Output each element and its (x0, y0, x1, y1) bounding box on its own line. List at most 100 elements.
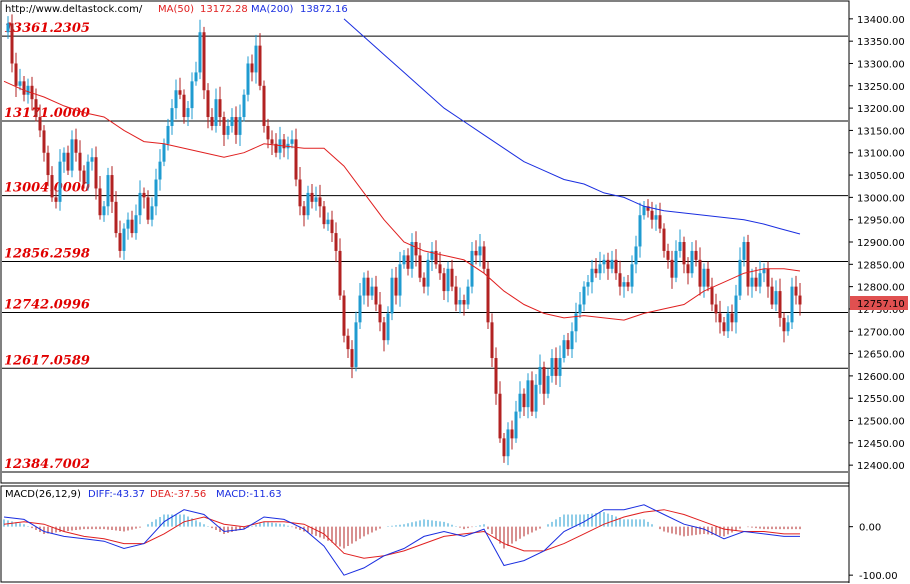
candle-body (194, 72, 198, 82)
candle-body (150, 206, 154, 220)
candle-body (726, 313, 730, 332)
level-label-1: 13171.0000 (4, 106, 90, 121)
level-label-5: 12617.0589 (4, 353, 90, 368)
candle-body (434, 250, 438, 265)
macd-diff-value: DIFF:-43.37 (88, 489, 145, 500)
candle-body (162, 143, 166, 162)
macd-macd-value: MACD:-11.63 (216, 489, 282, 500)
y-tick-label: 12700.00 (857, 327, 905, 338)
support-resistance-levels: 13361.2305 13171.0000 13004.0000 12856.2598… (2, 21, 848, 473)
main-plot-frame (0, 0, 850, 484)
candle-body (554, 358, 558, 376)
candle-body (546, 375, 550, 394)
candle-body (322, 206, 326, 225)
candle-body (774, 291, 778, 305)
y-tick-label: 12400.00 (857, 461, 905, 472)
ma50-line (3, 80, 801, 321)
candle-body (586, 282, 590, 287)
candle-body (790, 286, 794, 323)
candle-body (438, 264, 442, 274)
candle-body (218, 99, 222, 118)
candle-body (358, 295, 362, 323)
level-label-2: 13004.0000 (4, 181, 90, 196)
candle-body (66, 152, 70, 171)
candle-body (738, 259, 742, 296)
candle-body (478, 246, 482, 256)
candle-body (782, 317, 786, 332)
macd-dea-value: DEA:-37.56 (150, 489, 206, 500)
macd-y-tick-label: 0.00 (859, 523, 881, 534)
candle-body (138, 192, 142, 216)
candle-body (402, 255, 406, 265)
candle-body (594, 268, 598, 274)
candle-body (118, 233, 122, 251)
candle-body (58, 161, 62, 202)
candle-body (430, 250, 434, 260)
candle-body (210, 117, 214, 126)
macd-plot-frame (0, 485, 850, 583)
candle-body (650, 210, 654, 220)
candle-body (362, 277, 366, 296)
candle-body (622, 282, 626, 287)
macd-axis-ticks: 0.00 -100.00 (849, 523, 898, 582)
candle-body (154, 179, 158, 207)
candle-body (510, 429, 514, 439)
candle-body (222, 117, 226, 135)
level-label-6: 12384.7002 (4, 457, 90, 472)
candle-body (574, 313, 578, 332)
candle-body (634, 246, 638, 265)
candle-body (638, 215, 642, 247)
candle-body (746, 242, 750, 287)
candle-body (606, 259, 610, 269)
candle-body (86, 161, 90, 184)
candle-body (330, 219, 334, 234)
candle-body (198, 32, 202, 73)
candle-body (502, 438, 506, 457)
candle-body (526, 380, 530, 408)
candle-body (710, 286, 714, 305)
candle-body (370, 286, 374, 296)
candle-body (558, 358, 562, 376)
candle-body (530, 380, 534, 412)
candle-body (34, 99, 38, 118)
y-tick-label: 13400.00 (857, 15, 905, 26)
candle-body (518, 393, 522, 412)
candle-body (90, 157, 94, 162)
y-tick-label: 12800.00 (857, 283, 905, 294)
candle-body (382, 322, 386, 341)
candle-body (550, 358, 554, 376)
candle-body (462, 300, 466, 305)
y-tick-label: 12500.00 (857, 417, 905, 428)
y-tick-label: 13200.00 (857, 104, 905, 115)
y-tick-label: 12850.00 (857, 260, 905, 271)
candle-body (674, 250, 678, 278)
candle-body (794, 286, 798, 296)
candle-body (690, 250, 694, 274)
candle-body (106, 175, 110, 207)
candle-body (422, 277, 426, 287)
candle-body (170, 108, 174, 126)
candle-body (618, 273, 622, 287)
candle-body (778, 291, 782, 318)
candle-body (466, 286, 470, 305)
site-url[interactable]: http://www.deltastock.com/ (5, 4, 143, 15)
candle-body (474, 250, 478, 256)
candle-body (302, 206, 306, 216)
candle-body (82, 170, 86, 184)
candle-body (98, 188, 102, 216)
candle-body (350, 349, 354, 367)
candle-body (346, 335, 350, 350)
candle-body (38, 117, 42, 131)
candle-body (562, 340, 566, 359)
candle-body (626, 282, 630, 287)
candle-body (378, 304, 382, 323)
macd-histogram (3, 512, 801, 549)
candle-body (174, 90, 178, 109)
price-axis-ticks: 13400.00 13350.00 13300.00 13250.00 13200.00… (849, 15, 905, 472)
candle-body (394, 277, 398, 296)
candle-body (702, 268, 706, 287)
candle-body (662, 228, 666, 251)
macd-y-tick-label: -100.00 (859, 571, 898, 582)
candle-body (310, 192, 314, 202)
